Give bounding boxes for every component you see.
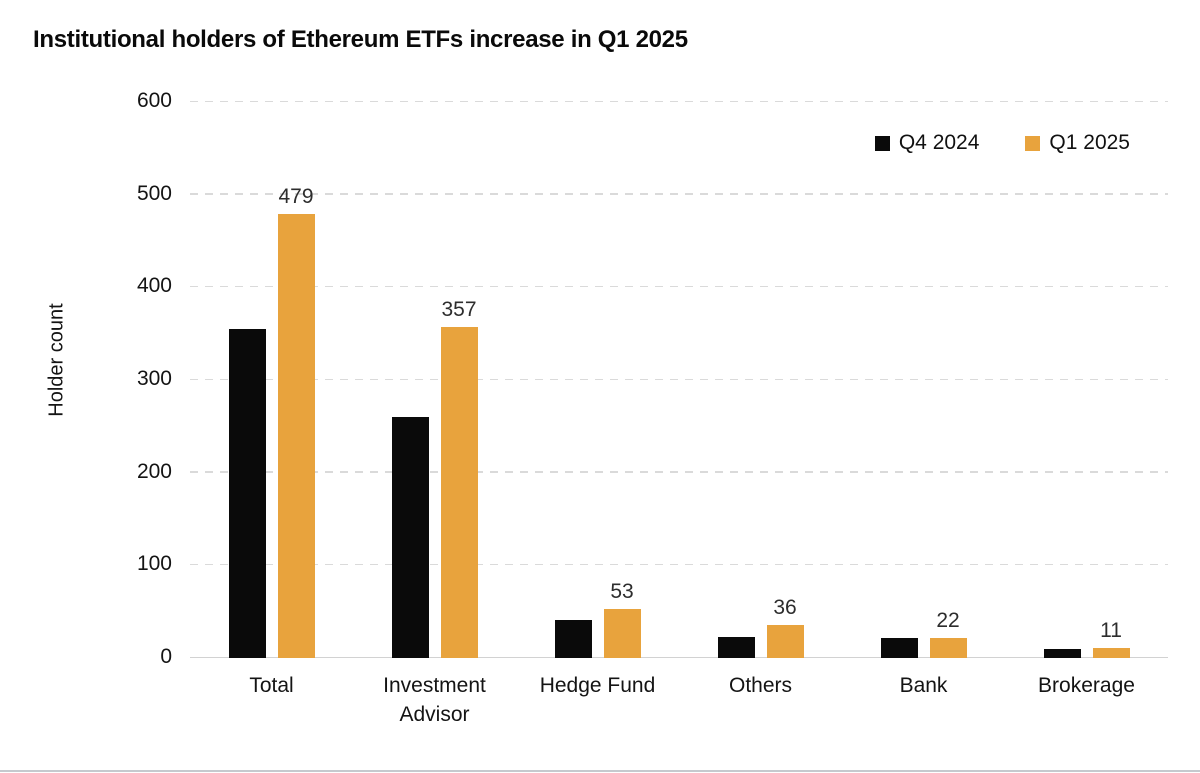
value-label-total: 479 [278,185,314,209]
x-axis-labels: Total Investment Advisor Hedge Fund Others B… [190,671,1168,729]
bar-q4-2024-total [228,329,266,658]
y-tick-label-100: 100 [136,552,172,576]
gridline-0 [190,657,1168,658]
y-tick-label-300: 300 [136,367,172,390]
y-tick-label-200: 200 [136,459,172,483]
gridline-400 [190,285,1168,288]
x-label-bank: Bank [899,674,948,697]
bar-q4-2024-investment-advisor [391,417,429,658]
x-label-hedge-fund: Hedge Fund [539,674,656,697]
legend-label-q4-2024: Q4 2024 [898,131,980,154]
value-label-others: 36 [773,595,797,619]
bottom-edge-line [0,770,1200,772]
value-label-investment-advisor: 357 [441,298,477,322]
y-tick-label-600: 600 [136,89,172,112]
gridline-300 [190,378,1168,380]
bar-q4-2024-others [717,636,755,658]
gridline-200 [190,471,1168,473]
legend-swatch-q4-icon [874,135,890,151]
value-label-hedge-fund: 53 [610,579,634,603]
x-label-others: Others [728,674,793,697]
gridline-600 [190,100,1168,102]
bar-group-hedge-fund: 53 [516,102,679,658]
bar-q1-2025-total [277,214,315,658]
bar-group-total: 479 [190,102,353,658]
legend-item-q1-2025: Q1 2025 [1025,131,1130,155]
bar-group-bank: 22 [842,102,1005,658]
x-label-brokerage: Brokerage [1038,674,1135,697]
gridline-500 [190,193,1168,195]
legend-label-q1-2025: Q1 2025 [1049,131,1130,154]
bar-groups: 479 357 53 36 22 11 [190,102,1168,658]
bar-q4-2024-bank [880,637,918,658]
legend-swatch-q1-icon [1025,135,1041,151]
bar-group-brokerage: 11 [1005,102,1168,658]
x-label-investment-advisor: Investment Advisor [383,674,486,726]
bar-q1-2025-bank [929,637,967,658]
legend-item-q4-2024: Q4 2024 [874,131,980,155]
value-label-brokerage: 11 [1100,618,1122,642]
value-label-bank: 22 [936,608,960,632]
bar-q4-2024-brokerage [1043,648,1081,658]
bar-q4-2024-hedge-fund [554,620,592,658]
bar-q1-2025-brokerage [1092,647,1130,658]
bar-group-investment-advisor: 357 [353,102,516,658]
bar-group-others: 36 [679,102,842,658]
bar-q1-2025-investment-advisor [440,327,478,658]
y-axis-title: Holder count [45,303,68,417]
x-label-total: Total [249,674,294,697]
bar-q1-2025-others [766,624,804,658]
bar-q1-2025-hedge-fund [603,608,641,658]
y-tick-label-0: 0 [160,645,172,668]
plot-area: 0 100 200 300 400 500 600 479 357 53 36 22 11 [137,89,1168,668]
y-tick-label-400: 400 [136,274,172,298]
legend: Q4 2024 Q1 2025 [874,131,1130,155]
gridline-100 [190,563,1168,566]
y-tick-label-500: 500 [136,181,172,205]
chart-title: Institutional holders of Ethereum ETFs i… [33,26,688,53]
